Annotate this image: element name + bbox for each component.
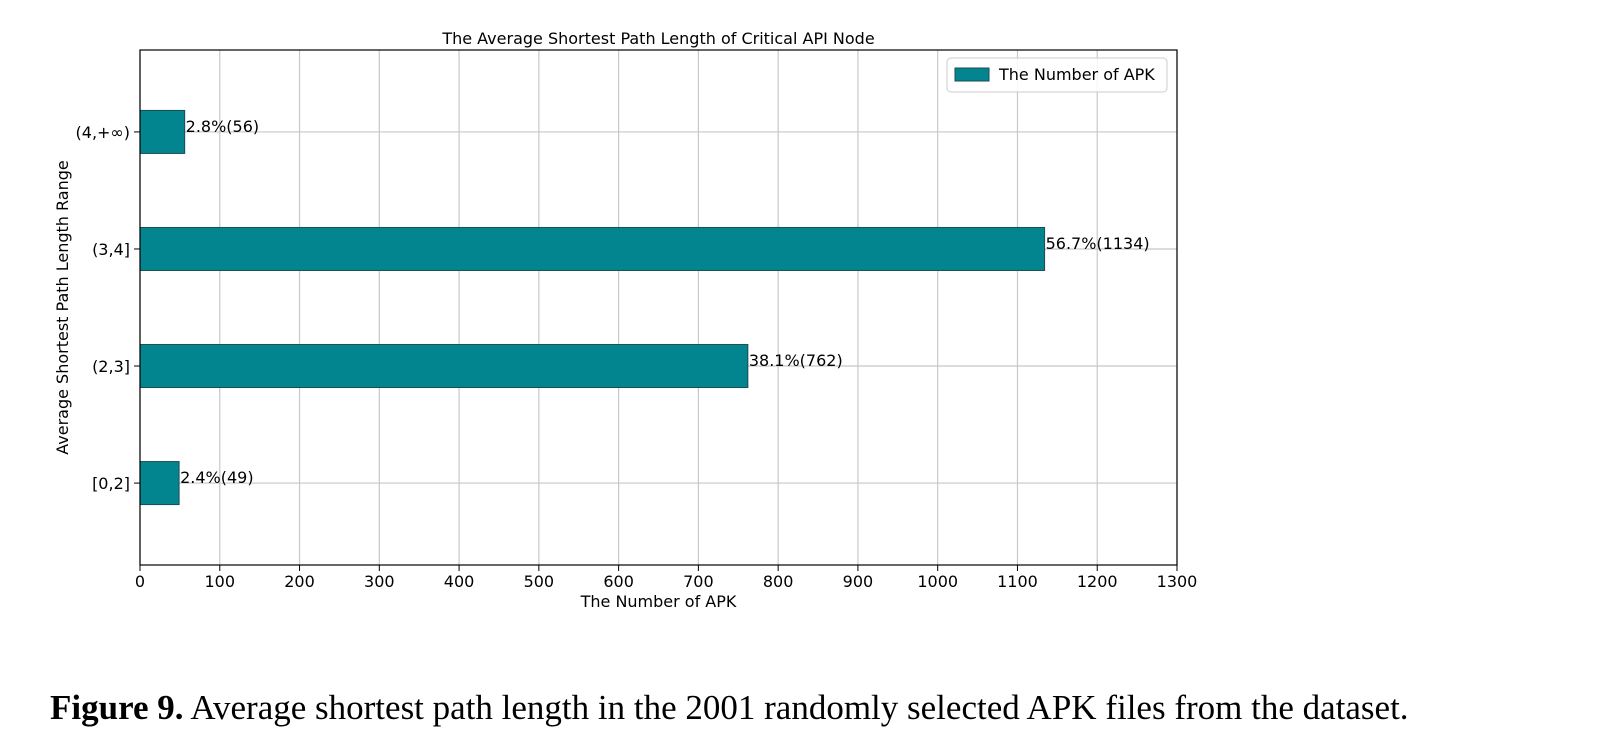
x-tick-label: 500 [524,572,555,591]
bar [139,461,180,506]
x-tick-label: 600 [603,572,634,591]
x-tick-label: 700 [683,572,714,591]
bar [139,344,749,389]
legend: The Number of APK [946,57,1168,93]
bar-data-label: 2.8%(56) [186,117,260,136]
bar [139,109,186,154]
x-tick-label: 400 [444,572,475,591]
x-axis-ticks: 0 100 200 300 400 500 600 700 800 900 1000 1100 1200… [135,565,1197,591]
figure-caption: Figure 9. Average shortest path length i… [50,688,1409,728]
caption-text: Average shortest path length in the 2001… [190,688,1409,727]
x-tick-label: 300 [364,572,395,591]
x-tick-label: 1300 [1157,572,1198,591]
y-tick-label: [0,2] [92,474,130,493]
chart-title: The Average Shortest Path Length of Crit… [441,29,874,48]
bar-data-label: 2.4%(49) [180,468,254,487]
y-tick-label: (2,3] [92,357,130,376]
bar-chart: 2.4%(49) 38.1%(762) 56.7%(1134) 2.8%(56) 0 1… [53,29,1197,611]
x-tick-label: 1200 [1077,572,1118,591]
legend-box [946,57,1168,93]
y-axis-ticks: [0,2] (2,3] (3,4] (4,+∞) [76,123,140,493]
y-tick-label: (3,4] [92,240,130,259]
x-tick-label: 200 [284,572,315,591]
x-tick-label: 800 [763,572,794,591]
caption-label: Figure 9. [50,688,184,727]
data-labels: 2.4%(49) 38.1%(762) 56.7%(1134) 2.8%(56) [180,117,1150,487]
x-tick-label: 1100 [997,572,1038,591]
y-tick-label: (4,+∞) [76,123,130,142]
grid-lines [139,50,1178,565]
x-tick-label: 0 [135,572,145,591]
plot-frame [139,49,1178,566]
y-axis-label: Average Shortest Path Length Range [53,160,72,454]
legend-entry: The Number of APK [998,65,1155,84]
bar-data-label: 56.7%(1134) [1046,234,1150,253]
legend-swatch [954,67,990,82]
x-tick-label: 900 [843,572,874,591]
bars [139,109,1046,506]
x-tick-label: 1000 [917,572,958,591]
x-tick-label: 100 [204,572,235,591]
bar [139,226,1046,271]
bar-data-label: 38.1%(762) [749,351,843,370]
x-axis-label: The Number of APK [580,592,737,611]
